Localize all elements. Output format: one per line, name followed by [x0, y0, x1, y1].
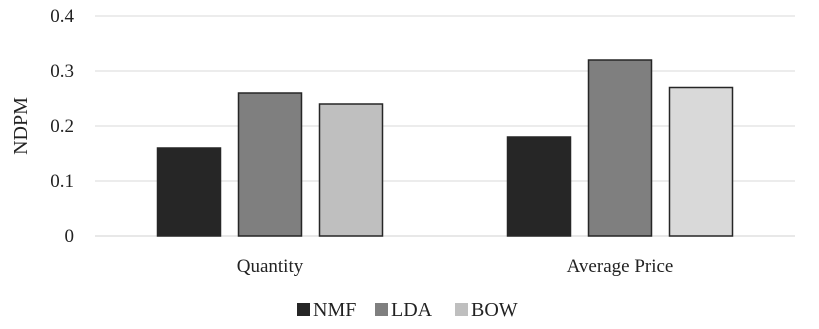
- legend-label-lda: LDA: [391, 299, 433, 321]
- bars: [156, 59, 734, 237]
- legend-swatch-nmf: [297, 303, 310, 316]
- y-tick-label: 0.4: [50, 6, 74, 27]
- x-category-label: Quantity: [237, 256, 304, 277]
- y-tick-label: 0.3: [50, 61, 74, 82]
- bar-lda-quantity: [237, 92, 303, 237]
- y-axis-ticks: 0 0.1 0.2 0.3 0.4: [50, 6, 74, 247]
- y-tick-label: 0.2: [50, 116, 74, 137]
- y-tick-label: 0.1: [50, 171, 74, 192]
- legend-label-bow: BOW: [471, 299, 518, 321]
- x-axis-categories: Quantity Average Price: [237, 256, 674, 277]
- bar-bow-average-price: [668, 86, 734, 237]
- y-tick-label: 0: [65, 226, 75, 247]
- bar-lda-average-price: [587, 59, 653, 237]
- y-axis-title: NDPM: [10, 97, 32, 155]
- bar-bow-quantity: [318, 103, 384, 237]
- legend-swatch-lda: [375, 303, 388, 316]
- legend-label-nmf: NMF: [313, 299, 356, 321]
- legend-swatch-bow: [455, 303, 468, 316]
- bar-nmf-quantity: [156, 147, 222, 237]
- legend: NMF LDA BOW: [297, 299, 518, 321]
- x-category-label: Average Price: [567, 256, 674, 277]
- bar-nmf-average-price: [506, 136, 572, 237]
